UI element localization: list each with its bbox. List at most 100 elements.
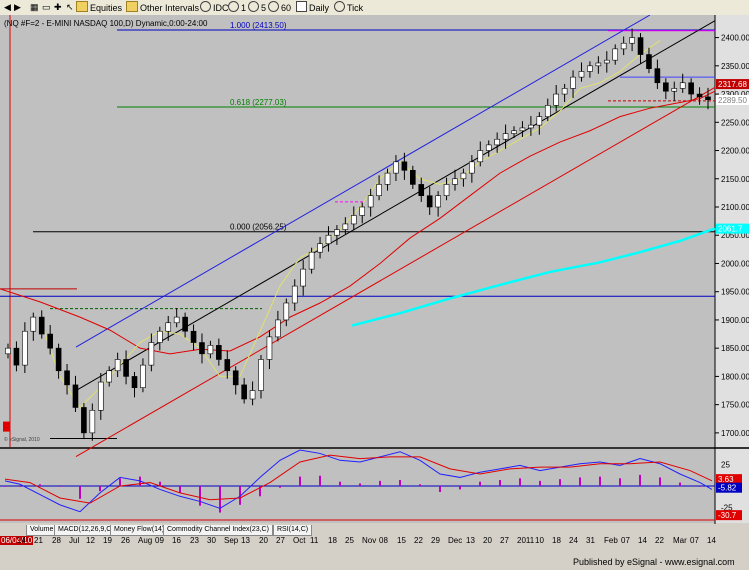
candle-body <box>291 285 298 304</box>
candle-body <box>460 172 467 180</box>
other-intervals-menu[interactable]: Other Intervals <box>126 1 199 14</box>
tab-macd[interactable]: MACD(12,26,9,C) <box>54 525 118 536</box>
interval-5-button[interactable]: 5 <box>248 1 266 14</box>
candle-body <box>30 316 37 332</box>
y-tick-label: 1950.00 <box>721 288 749 297</box>
candle-body <box>148 342 155 366</box>
candle-body <box>173 316 180 324</box>
rect-icon[interactable]: ▭ <box>42 2 51 12</box>
date-label: 19 <box>103 536 112 545</box>
candle-body <box>595 62 602 67</box>
yellow-moving-average <box>39 40 661 409</box>
candle-body <box>452 178 458 185</box>
candle-body <box>300 268 306 287</box>
date-label: 13 <box>241 536 250 545</box>
candle-body <box>384 172 391 185</box>
date-label: Nov <box>362 536 377 545</box>
candle-body <box>283 302 290 321</box>
interval-60-button[interactable]: 60 <box>268 1 291 14</box>
macd-tick-label: -25 <box>721 503 733 512</box>
candle-body <box>401 161 408 171</box>
price-label-box <box>716 223 749 234</box>
back-icon[interactable]: ◀ <box>4 2 11 12</box>
date-label: 20 <box>259 536 268 545</box>
footer-text: Published by eSignal - www.esignal.com <box>573 557 735 567</box>
date-label: 22 <box>655 536 664 545</box>
date-label: 14 <box>707 536 716 545</box>
tick-button[interactable]: Tick <box>334 1 363 14</box>
date-label: Sep <box>224 536 239 545</box>
price-label-text: 2289.50 <box>718 96 747 105</box>
y-tick-label: 1700.00 <box>721 429 749 438</box>
interval-1-button[interactable]: 1 <box>228 1 246 14</box>
date-label: 20 <box>483 536 492 545</box>
candle-body <box>679 82 686 89</box>
fib-label: 1.000 (2413.50) <box>230 21 287 30</box>
chart[interactable]: (NQ #F=2 - E-MINI NASDAQ 100,D) Dynamic,… <box>0 15 749 524</box>
date-label: Aug <box>138 536 153 545</box>
y-tick-label: 1750.00 <box>721 401 749 410</box>
date-label: 24 <box>569 536 578 545</box>
candle-body <box>443 184 450 197</box>
candle-body <box>216 345 222 360</box>
grid-icon[interactable]: ▦ <box>30 2 39 12</box>
candle-body <box>485 144 492 151</box>
candle-body <box>671 88 678 92</box>
y-tick-label: 2350.00 <box>721 62 749 71</box>
date-label: 06/04/10 <box>0 536 34 545</box>
price-label-box <box>716 79 749 90</box>
candle-body <box>587 65 593 72</box>
clock-icon <box>228 1 239 12</box>
candle-body <box>258 359 264 391</box>
clock-icon <box>248 1 259 12</box>
tab-rsi[interactable]: RSI(14,C) <box>273 525 313 536</box>
tab-cci[interactable]: Commodity Channel Index(23,C) <box>163 525 273 536</box>
candle-body <box>89 409 96 434</box>
macd-value-text: -30.7 <box>718 511 737 520</box>
candle-body <box>637 37 644 55</box>
y-tick-label: 1800.00 <box>721 372 749 381</box>
date-label: 07 <box>690 536 699 545</box>
clock-icon <box>334 1 345 12</box>
date-label: 25 <box>345 536 354 545</box>
candle-body <box>654 68 661 84</box>
date-label: 16 <box>172 536 181 545</box>
toolbar: ◀ ▶ ▦ ▭ ✚ ↖ Equities Other Intervals IDC… <box>0 0 749 16</box>
candle-body <box>249 390 256 400</box>
forward-icon[interactable]: ▶ <box>14 2 21 12</box>
candle-body <box>536 116 543 126</box>
candle-body <box>140 364 146 389</box>
candle-body <box>38 316 45 335</box>
date-label: 12 <box>86 536 95 545</box>
macd-line <box>4 449 713 513</box>
channel-lower-line <box>75 86 716 458</box>
macd-tick-label: 25 <box>721 461 730 470</box>
candle-body <box>81 407 87 434</box>
candle-body <box>519 127 526 132</box>
candle-body <box>561 88 568 95</box>
date-label: 2011 <box>517 536 535 545</box>
date-label: Jul <box>69 536 80 545</box>
tab-volume[interactable]: Volume <box>26 525 58 536</box>
y-tick-label: 2400.00 <box>721 34 749 43</box>
date-label: 09 <box>155 536 164 545</box>
date-label: 30 <box>207 536 216 545</box>
tab-money-flow[interactable]: Money Flow(14) <box>110 525 169 536</box>
arrow-icon[interactable]: ↖ <box>66 2 74 12</box>
candle-body <box>646 54 652 69</box>
candle-body <box>603 59 610 64</box>
idc-button[interactable]: IDC <box>200 1 229 14</box>
candle-body <box>393 161 399 174</box>
indicator-tabs: Volume MACD(12,26,9,C) Money Flow(14) Co… <box>0 524 749 536</box>
date-label: 22 <box>414 536 423 545</box>
candle-body <box>553 93 559 106</box>
crosshair-icon[interactable]: ✚ <box>54 2 62 12</box>
candle-body <box>224 359 231 372</box>
date-label: 31 <box>586 536 595 545</box>
daily-button[interactable]: Daily <box>296 1 329 14</box>
candle-body <box>157 330 163 343</box>
candle-body <box>55 347 62 372</box>
date-label: 28 <box>52 536 61 545</box>
candle-body <box>528 124 534 129</box>
equities-menu[interactable]: Equities <box>76 1 122 14</box>
